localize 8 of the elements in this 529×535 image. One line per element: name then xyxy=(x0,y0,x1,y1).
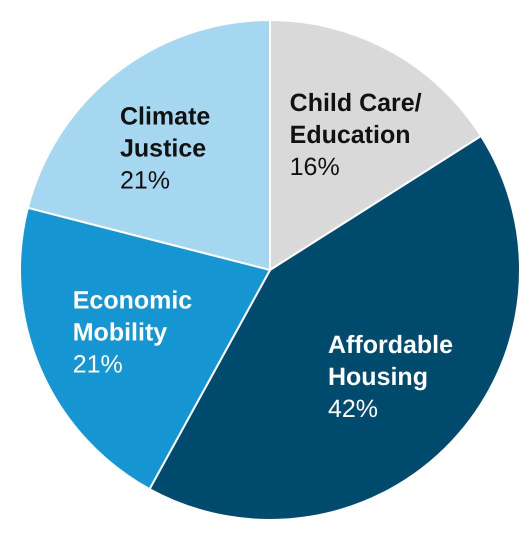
data-label: 21% xyxy=(72,350,123,379)
slice-label: Economic Mobility xyxy=(72,286,192,347)
data-label: 16% xyxy=(290,153,340,182)
slice-label: Climate Justice xyxy=(120,102,210,163)
slice-label: Affordable Housing xyxy=(328,331,454,392)
data-label: 42% xyxy=(328,395,378,424)
data-label: 21% xyxy=(120,166,170,195)
slice-label: Child Care/ Education xyxy=(290,89,422,150)
